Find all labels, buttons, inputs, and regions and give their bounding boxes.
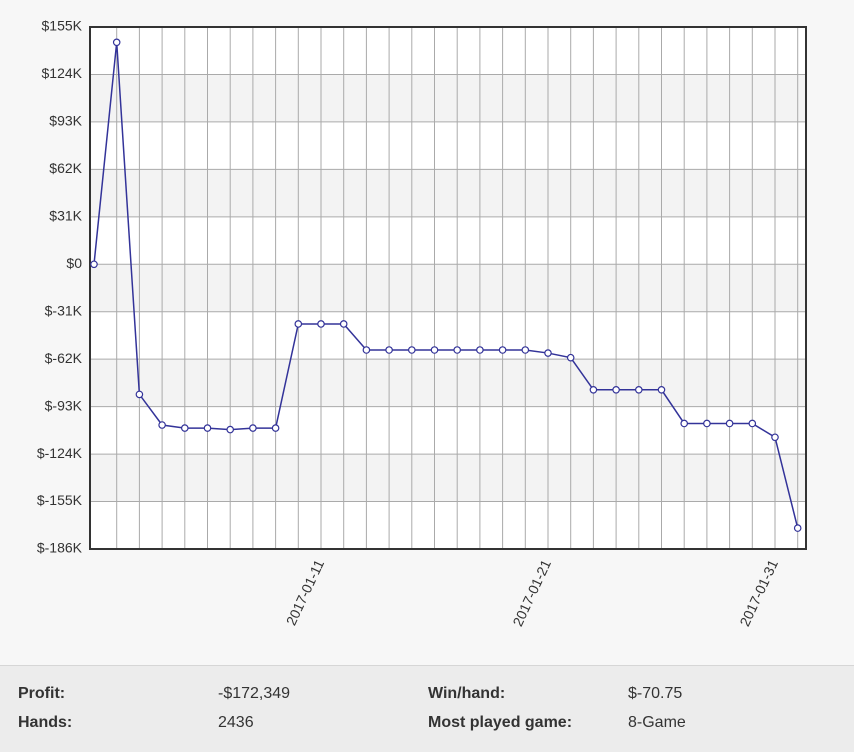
point (725, 419, 734, 428)
grid-band (90, 169, 806, 217)
point (271, 424, 280, 432)
grid-band (90, 74, 806, 122)
y-tick-label: $0 (66, 255, 82, 271)
point (135, 390, 144, 399)
chart: $155K $124K $93K $62K $31K $0 $-31K $-62K $-93K $… (37, 18, 807, 629)
point (249, 424, 257, 432)
point (112, 38, 121, 47)
point (90, 260, 98, 269)
x-tick-label: 2017-01-21 (509, 557, 554, 629)
point (317, 320, 325, 328)
point (203, 424, 212, 432)
y-tick-label: $-124K (37, 445, 83, 461)
point (680, 419, 689, 428)
point (339, 320, 348, 328)
y-tick-label: $-31K (45, 302, 83, 318)
point (385, 346, 393, 354)
point (566, 353, 575, 362)
grid-band (90, 264, 806, 312)
point (703, 419, 711, 428)
y-tick-label: $62K (49, 160, 82, 176)
point (521, 346, 530, 354)
point (498, 346, 507, 354)
y-tick-label: $-155K (37, 492, 83, 508)
y-tick-label: $155K (42, 18, 83, 34)
y-tick-label: $-186K (37, 540, 83, 556)
point (226, 425, 235, 434)
point (430, 346, 439, 354)
stat-value: 8-Game (628, 714, 686, 731)
grid-band (90, 454, 806, 502)
point (158, 421, 166, 429)
stats-panel: Profit: -$172,349 Win/hand: $-70.75 Hands: 24… (0, 665, 854, 752)
point (544, 349, 552, 357)
point (362, 346, 371, 354)
stat-value: $-70.75 (628, 685, 683, 702)
point (453, 346, 462, 354)
point (407, 346, 416, 354)
point (294, 320, 303, 328)
x-tick-label: 2017-01-31 (736, 557, 781, 629)
point (612, 385, 620, 394)
point (634, 385, 643, 394)
stat-value: -$172,349 (218, 685, 291, 702)
point (181, 424, 189, 432)
stat-value: 2436 (218, 714, 254, 731)
stat-label: Win/hand: (428, 685, 506, 702)
y-tick-label: $124K (42, 65, 83, 81)
stat-label: Most played game: (428, 714, 573, 731)
point (793, 524, 802, 532)
stat-label: Profit: (18, 685, 66, 702)
y-tick-label: $-62K (45, 350, 83, 366)
plot-border (89, 26, 807, 550)
point (657, 385, 666, 394)
point (748, 419, 757, 428)
y-tick-label: $-93K (45, 397, 83, 413)
point (589, 385, 598, 394)
point (771, 433, 779, 442)
grid-band (90, 359, 806, 407)
y-tick-label: $93K (49, 113, 82, 129)
y-tick-label: $31K (49, 208, 82, 224)
point (476, 346, 484, 354)
x-tick-label: 2017-01-11 (283, 557, 327, 628)
stat-label: Hands: (18, 714, 73, 731)
